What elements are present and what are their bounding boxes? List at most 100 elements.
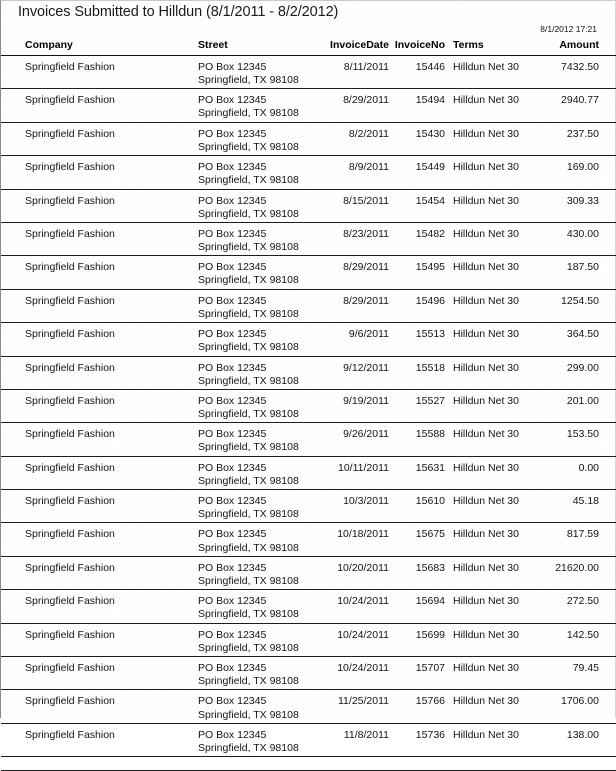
column-header-street: Street bbox=[198, 39, 228, 51]
cell-invoice-no: 15494 bbox=[415, 94, 445, 107]
cell-terms: Hilldun Net 30 bbox=[453, 127, 519, 140]
street-line-2: Springfield, TX 98108 bbox=[198, 574, 299, 587]
cell-invoice-no: 15449 bbox=[415, 161, 445, 174]
cell-street: PO Box 12345 Springfield, TX 98108 bbox=[198, 128, 299, 154]
cell-invoice-no: 15766 bbox=[415, 695, 445, 708]
cell-company: Springfield Fashion bbox=[25, 628, 115, 641]
cell-company: Springfield Fashion bbox=[25, 695, 115, 708]
cell-invoice-date: 10/24/2011 bbox=[337, 595, 389, 608]
cell-invoice-no: 15694 bbox=[415, 595, 445, 608]
street-line-1: PO Box 12345 bbox=[198, 528, 267, 541]
cell-street: PO Box 12345 Springfield, TX 98108 bbox=[198, 562, 299, 588]
cell-street: PO Box 12345 Springfield, TX 98108 bbox=[198, 94, 299, 120]
cell-invoice-no: 15446 bbox=[415, 61, 445, 73]
cell-street: PO Box 12345 Springfield, TX 98108 bbox=[198, 528, 299, 554]
cell-terms: Hilldun Net 30 bbox=[453, 194, 519, 207]
cell-terms: Hilldun Net 30 bbox=[453, 595, 519, 608]
cell-company: Springfield Fashion bbox=[25, 127, 115, 140]
cell-terms: Hilldun Net 30 bbox=[453, 628, 519, 641]
cell-invoice-date: 10/11/2011 bbox=[338, 461, 389, 474]
cell-invoice-no: 15495 bbox=[415, 261, 445, 274]
table-row: Springfield Fashion PO Box 12345 Springfie… bbox=[1, 557, 616, 591]
cell-street: PO Box 12345 Springfield, TX 98108 bbox=[198, 328, 299, 354]
street-line-2: Springfield, TX 98108 bbox=[198, 541, 299, 554]
cell-invoice-date: 8/23/2011 bbox=[343, 227, 389, 240]
cell-terms: Hilldun Net 30 bbox=[453, 161, 519, 174]
column-header-terms: Terms bbox=[453, 39, 484, 51]
table-row: Springfield Fashion PO Box 12345 Springfie… bbox=[1, 590, 616, 624]
street-line-1: PO Box 12345 bbox=[198, 161, 267, 174]
cell-terms: Hilldun Net 30 bbox=[453, 662, 519, 675]
cell-amount: 138.00 bbox=[566, 728, 599, 741]
cell-company: Springfield Fashion bbox=[25, 461, 115, 474]
cell-invoice-date: 10/24/2011 bbox=[337, 662, 389, 675]
cell-street: PO Box 12345 Springfield, TX 98108 bbox=[198, 295, 299, 321]
cell-invoice-date: 9/12/2011 bbox=[343, 361, 389, 374]
cell-invoice-date: 9/6/2011 bbox=[348, 328, 389, 341]
cell-terms: Hilldun Net 30 bbox=[453, 695, 519, 708]
cell-company: Springfield Fashion bbox=[25, 495, 115, 508]
street-line-2: Springfield, TX 98108 bbox=[198, 307, 299, 320]
cell-amount: 0.00 bbox=[578, 461, 599, 474]
cell-invoice-no: 15699 bbox=[415, 628, 445, 641]
cell-company: Springfield Fashion bbox=[25, 161, 115, 174]
street-line-1: PO Box 12345 bbox=[198, 428, 267, 441]
street-line-2: Springfield, TX 98108 bbox=[198, 241, 299, 254]
cell-company: Springfield Fashion bbox=[25, 194, 115, 207]
cell-company: Springfield Fashion bbox=[25, 394, 115, 407]
street-line-1: PO Box 12345 bbox=[198, 61, 267, 73]
table-row: Springfield Fashion PO Box 12345 Springfie… bbox=[1, 724, 616, 758]
street-line-2: Springfield, TX 98108 bbox=[198, 174, 299, 187]
cell-invoice-date: 9/19/2011 bbox=[343, 394, 389, 407]
table-row: Springfield Fashion PO Box 12345 Springfie… bbox=[1, 690, 616, 724]
street-line-1: PO Box 12345 bbox=[198, 628, 267, 641]
cell-company: Springfield Fashion bbox=[25, 94, 115, 107]
street-line-1: PO Box 12345 bbox=[198, 227, 267, 240]
table-row: Springfield Fashion PO Box 12345 Springfie… bbox=[1, 423, 616, 457]
cell-company: Springfield Fashion bbox=[25, 528, 115, 541]
street-line-2: Springfield, TX 98108 bbox=[198, 675, 299, 688]
cell-terms: Hilldun Net 30 bbox=[453, 561, 519, 574]
cell-street: PO Box 12345 Springfield, TX 98108 bbox=[198, 428, 299, 454]
cell-amount: 201.00 bbox=[566, 394, 599, 407]
cell-company: Springfield Fashion bbox=[25, 294, 115, 307]
cell-amount: 7432.50 bbox=[561, 61, 599, 73]
cell-invoice-no: 15588 bbox=[415, 428, 445, 441]
street-line-2: Springfield, TX 98108 bbox=[198, 474, 299, 487]
table-row: Springfield Fashion PO Box 12345 Springfie… bbox=[1, 223, 616, 257]
street-line-1: PO Box 12345 bbox=[198, 328, 267, 341]
cell-amount: 153.50 bbox=[566, 428, 599, 441]
table-row: Springfield Fashion PO Box 12345 Springfie… bbox=[1, 390, 616, 424]
cell-terms: Hilldun Net 30 bbox=[453, 261, 519, 274]
cell-amount: 79.45 bbox=[572, 662, 599, 675]
cell-amount: 187.50 bbox=[566, 261, 599, 274]
table-row: Springfield Fashion PO Box 12345 Springfie… bbox=[1, 323, 616, 357]
street-line-1: PO Box 12345 bbox=[198, 127, 267, 140]
street-line-1: PO Box 12345 bbox=[198, 261, 267, 274]
column-header-amount: Amount bbox=[559, 39, 599, 51]
cell-invoice-date: 10/20/2011 bbox=[337, 561, 389, 574]
street-line-1: PO Box 12345 bbox=[198, 495, 267, 508]
street-line-2: Springfield, TX 98108 bbox=[198, 107, 299, 120]
cell-street: PO Box 12345 Springfield, TX 98108 bbox=[198, 595, 299, 621]
table-row: Springfield Fashion PO Box 12345 Springfie… bbox=[1, 490, 616, 524]
invoice-table: Company Street InvoiceDate InvoiceNo Ter… bbox=[1, 37, 616, 771]
table-row: Springfield Fashion PO Box 12345 Springfie… bbox=[1, 357, 616, 390]
cell-invoice-no: 15675 bbox=[415, 528, 445, 541]
table-bottom-rule bbox=[1, 757, 616, 771]
cell-invoice-date: 8/29/2011 bbox=[343, 94, 389, 107]
table-row: Springfield Fashion PO Box 12345 Springfie… bbox=[1, 123, 616, 157]
cell-company: Springfield Fashion bbox=[25, 361, 115, 374]
cell-invoice-date: 9/26/2011 bbox=[343, 428, 389, 441]
table-row: Springfield Fashion PO Box 12345 Springfie… bbox=[1, 657, 616, 691]
cell-amount: 364.50 bbox=[566, 328, 599, 341]
cell-amount: 21620.00 bbox=[555, 561, 599, 574]
cell-street: PO Box 12345 Springfield, TX 98108 bbox=[198, 395, 299, 421]
cell-terms: Hilldun Net 30 bbox=[453, 227, 519, 240]
cell-amount: 2940.77 bbox=[561, 94, 599, 107]
cell-invoice-date: 10/3/2011 bbox=[343, 495, 389, 508]
cell-amount: 237.50 bbox=[566, 127, 599, 140]
cell-invoice-date: 10/18/2011 bbox=[337, 528, 389, 541]
street-line-2: Springfield, TX 98108 bbox=[198, 408, 299, 420]
